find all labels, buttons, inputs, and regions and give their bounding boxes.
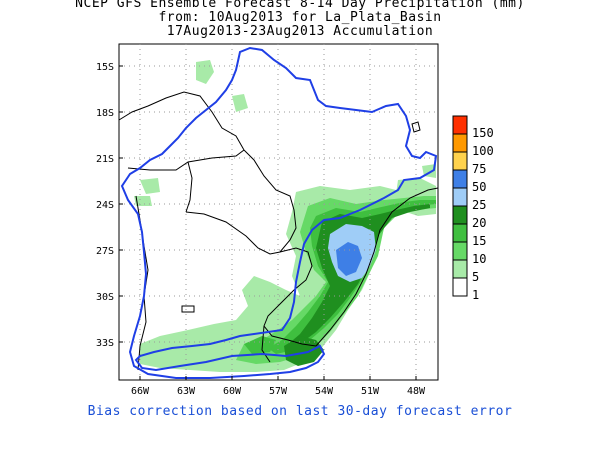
lon-label: 51W: [361, 386, 380, 397]
lat-label: 18S: [96, 108, 114, 119]
precip-patch: [140, 178, 160, 194]
axis-ticks: [119, 65, 417, 380]
lat-label: 21S: [96, 154, 114, 165]
legend-label: 20: [472, 216, 486, 230]
lon-label: 66W: [131, 386, 150, 397]
bias-correction-note: Bias correction based on last 30-day for…: [87, 404, 513, 419]
legend-swatch: [452, 205, 468, 225]
map-title-line1: NCEP GFS Ensemble Forecast 8-14 Day Prec…: [75, 0, 525, 11]
lon-labels: 66W 63W 60W 57W 54W 51W 48W: [131, 386, 426, 397]
legend-swatch: [452, 115, 468, 135]
legend-label: 75: [472, 162, 486, 176]
lat-label: 15S: [96, 62, 114, 73]
precip-area-25mm: [336, 242, 362, 276]
precipitation-shading: [134, 60, 436, 372]
legend-swatch: [452, 133, 468, 153]
legend-labels: 150 100 75 50 25 20 15 10 5 1: [472, 126, 494, 302]
lat-labels: 15S 18S 21S 24S 27S 30S 33S: [96, 62, 114, 349]
legend-label: 1: [472, 288, 479, 302]
legend-label: 100: [472, 144, 494, 158]
legend-label: 25: [472, 198, 486, 212]
legend-swatch: [452, 259, 468, 279]
lon-label: 48W: [407, 386, 426, 397]
precip-patch: [244, 336, 276, 354]
legend-swatch: [452, 241, 468, 261]
legend-swatch: [452, 169, 468, 189]
lon-label: 63W: [177, 386, 196, 397]
legend-label: 50: [472, 180, 486, 194]
la-plata-basin-outline: [120, 46, 438, 379]
precip-patch: [232, 94, 248, 112]
lat-lon-grid: [119, 44, 438, 380]
legend-swatch: [452, 187, 468, 207]
legend-swatch: [452, 277, 468, 297]
legend-swatch: [452, 151, 468, 171]
country-borders: [118, 91, 439, 371]
map-title-line2: from: 10Aug2013 for La_Plata_Basin: [158, 10, 442, 25]
legend-label: 150: [472, 126, 494, 140]
legend-swatch: [452, 223, 468, 243]
lat-label: 24S: [96, 200, 114, 211]
lat-label: 27S: [96, 246, 114, 257]
legend-colorbar: [452, 115, 468, 297]
precip-patch: [134, 196, 152, 206]
legend-label: 10: [472, 252, 486, 266]
lon-label: 60W: [223, 386, 242, 397]
lon-label: 54W: [315, 386, 334, 397]
lon-label: 57W: [269, 386, 288, 397]
legend-label: 15: [472, 234, 486, 248]
legend-label: 5: [472, 270, 479, 284]
precip-patch: [284, 336, 324, 366]
map-title-line3: 17Aug2013-23Aug2013 Accumulation: [166, 24, 434, 39]
lat-label: 33S: [96, 338, 114, 349]
lat-label: 30S: [96, 292, 114, 303]
